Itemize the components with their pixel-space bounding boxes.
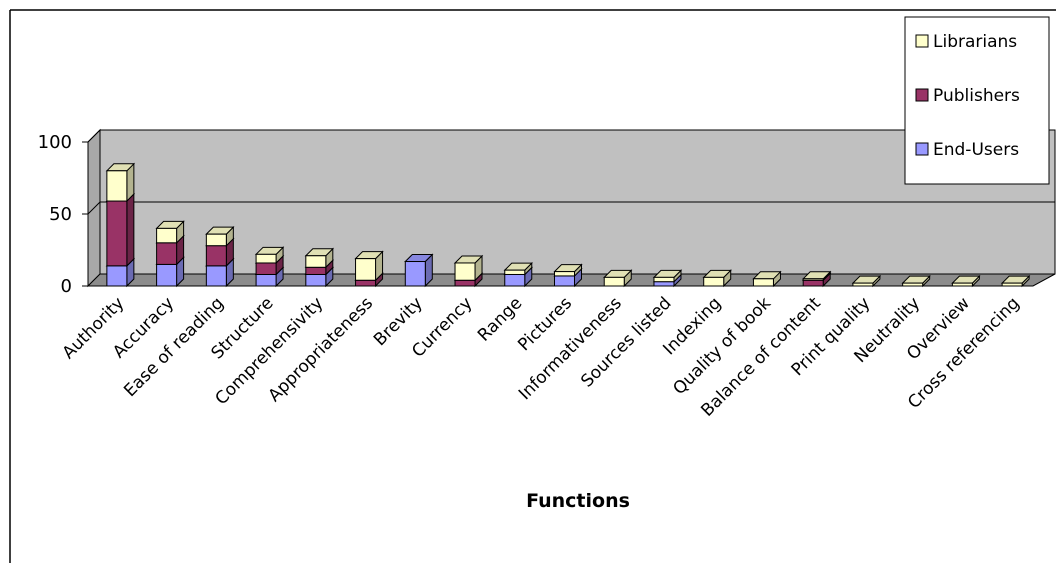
bar-stack xyxy=(354,250,384,288)
bar-segment xyxy=(503,261,533,276)
legend-swatch xyxy=(915,142,929,156)
bar-front xyxy=(156,227,178,244)
bar-segment xyxy=(901,274,931,288)
legend: Librarians Publishers End-Users xyxy=(904,16,1050,185)
bar-front xyxy=(355,279,377,287)
bar-segment xyxy=(951,274,981,288)
bar-stack xyxy=(453,254,484,288)
bar-front xyxy=(205,233,227,247)
legend-box xyxy=(904,16,1050,185)
bar-segment xyxy=(155,220,185,245)
gridlines xyxy=(87,129,1055,215)
bar-stack xyxy=(105,162,136,288)
bar-front xyxy=(205,245,227,267)
gridline xyxy=(87,129,1055,143)
y-tick-label: 50 xyxy=(49,204,72,225)
bar-stack xyxy=(205,225,235,288)
bar-front xyxy=(653,281,675,287)
bar-stack xyxy=(901,274,931,288)
bar-front xyxy=(106,265,128,287)
legend-label: Publishers xyxy=(933,86,1020,106)
bar-stack xyxy=(702,269,732,288)
bar-front xyxy=(106,170,128,202)
bar-front xyxy=(454,262,476,281)
legend-swatch xyxy=(915,34,929,48)
bar-front xyxy=(255,262,277,275)
legend-swatch xyxy=(915,88,929,102)
bar-front xyxy=(802,279,824,287)
bar-stack xyxy=(603,269,633,288)
bar-front xyxy=(156,242,178,265)
bar-front xyxy=(305,273,327,287)
bar-front xyxy=(603,276,625,287)
bar-front xyxy=(752,278,774,287)
bar-stack xyxy=(652,269,683,288)
bar-front xyxy=(852,282,874,287)
bar-segment xyxy=(304,247,335,269)
bar-front xyxy=(554,271,575,277)
bar-front xyxy=(703,276,725,287)
bar-segment xyxy=(752,270,782,288)
bar-stack xyxy=(254,246,285,288)
bar-segment xyxy=(851,274,882,288)
x-axis-title: Functions xyxy=(526,490,630,512)
bar-front xyxy=(255,273,277,287)
bar-side xyxy=(126,192,135,268)
bar-stack xyxy=(304,247,335,288)
bar-front xyxy=(951,282,973,287)
y-axis-ticks: 0 50 100 xyxy=(38,132,89,297)
bar-segment xyxy=(105,192,136,268)
bar-stack xyxy=(503,261,533,288)
bar-front xyxy=(305,266,327,275)
bar-segment xyxy=(553,263,583,278)
bar-front xyxy=(205,265,227,287)
bar-front xyxy=(504,273,526,287)
bar-front xyxy=(802,278,824,281)
bar-stack xyxy=(1000,274,1031,288)
bar-segment xyxy=(105,162,136,203)
bar-front xyxy=(504,269,526,275)
bar-front xyxy=(156,263,178,287)
bar-stack xyxy=(404,253,434,288)
bar-segment xyxy=(603,269,633,288)
gridline xyxy=(87,201,1055,215)
bar-front xyxy=(554,275,575,287)
bar-segment xyxy=(652,269,683,283)
bar-stack xyxy=(553,263,583,288)
bar-segment xyxy=(801,270,832,282)
bar-segment xyxy=(354,250,384,282)
bar-stack xyxy=(951,274,981,288)
legend-label: Librarians xyxy=(933,32,1017,52)
legend-label: End-Users xyxy=(933,140,1019,160)
bar-segment xyxy=(254,246,285,265)
bar-front xyxy=(902,282,924,287)
bars xyxy=(105,162,1031,288)
bar-front xyxy=(454,279,476,287)
bar-stack xyxy=(851,274,882,288)
bar-front xyxy=(404,261,426,287)
bar-front xyxy=(305,255,327,268)
bar-front xyxy=(355,258,377,281)
bar-stack xyxy=(155,220,185,288)
y-tick-label: 0 xyxy=(61,276,72,297)
bar-segment xyxy=(453,254,484,282)
bar-front xyxy=(653,276,675,283)
bar-front xyxy=(255,253,277,264)
bar-stack xyxy=(752,270,782,288)
bar-front xyxy=(1001,282,1023,287)
y-tick-label: 100 xyxy=(38,132,72,153)
bar-segment xyxy=(205,225,235,247)
bar-stack xyxy=(801,270,832,288)
bar-front xyxy=(106,200,128,267)
bar-segment xyxy=(1000,274,1031,288)
bar-segment xyxy=(702,269,732,288)
bar-segment xyxy=(404,253,434,288)
